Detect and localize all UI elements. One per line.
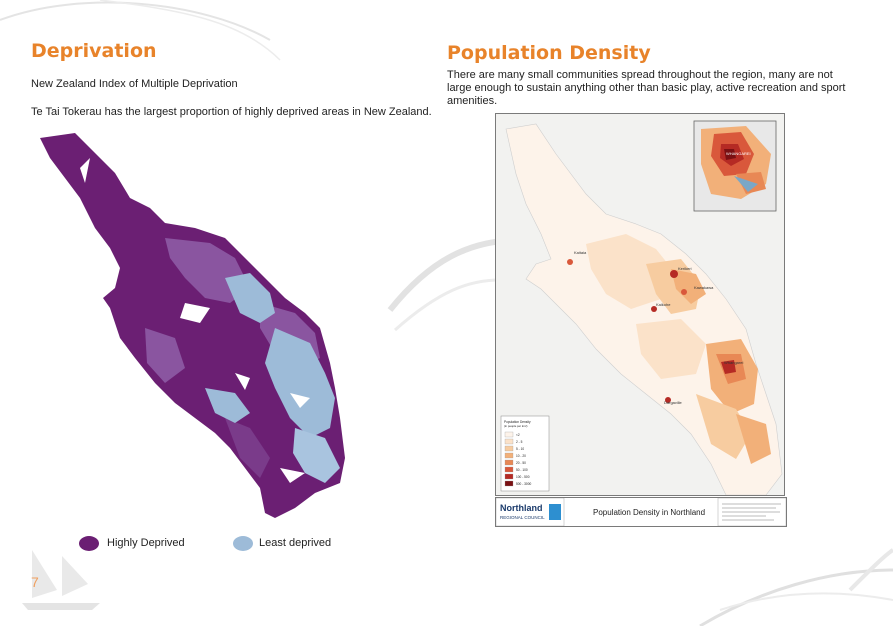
- map-title: Population Density in Northland: [593, 508, 705, 517]
- legend-swatch: [504, 452, 514, 459]
- council-logo-sub: REGIONAL COUNCIL: [500, 515, 545, 520]
- legend-swatch: [504, 445, 514, 452]
- legend-item-label: 10 - 20: [516, 454, 526, 458]
- town-label-kawakawa: Kawakawa: [694, 285, 714, 290]
- inset-label: WHANGAREI: [726, 151, 751, 156]
- legend-item-label: 50 - 100: [516, 468, 528, 472]
- town-label-kerikeri: Kerikeri: [678, 266, 692, 271]
- legend-item-label: 20 - 50: [516, 461, 526, 465]
- deprivation-map: [40, 133, 345, 518]
- town-label-dargaville: Dargaville: [664, 400, 683, 405]
- deprivation-region-low: [225, 273, 275, 323]
- deprivation-heading: Deprivation: [31, 40, 157, 62]
- town-label-kaitaia: Kaitaia: [574, 250, 587, 255]
- legend-item-label: 2 - 5: [516, 440, 523, 444]
- map-title-bar: Northland REGIONAL COUNCIL Population De…: [495, 497, 787, 527]
- deprivation-body: Te Tai Tokerau has the largest proportio…: [31, 106, 432, 118]
- council-logo-text: Northland: [500, 503, 543, 513]
- inset-whangarei: WHANGAREI: [693, 120, 777, 212]
- legend-least-deprived-label: Least deprived: [259, 537, 332, 549]
- deprivation-region-high: [40, 133, 345, 518]
- legend-item-label: 100 - 500: [516, 475, 530, 479]
- legend-swatch: [504, 438, 514, 445]
- council-logo-icon: [549, 504, 561, 520]
- legend-highly-deprived-label: Highly Deprived: [107, 537, 185, 549]
- legend-title: Population Density: [504, 420, 531, 424]
- deprivation-subtitle: New Zealand Index of Multiple Deprivatio…: [31, 78, 238, 90]
- legend-item-label: 5 - 10: [516, 447, 524, 451]
- population-density-heading: Population Density: [447, 42, 651, 64]
- page-number: 7: [31, 574, 39, 590]
- town-label-whangarei: Whangarei: [724, 360, 743, 365]
- legend-swatch: [504, 459, 514, 466]
- legend-item-label: 500 - 3000: [516, 482, 531, 486]
- density-map-graphic: Kaitaia Kaikohe Kerikeri Kawakawa Whanga…: [500, 120, 783, 496]
- legend-unit: (in people per km²): [504, 424, 528, 428]
- population-density-body: There are many small communities spread …: [447, 69, 846, 107]
- town-label-kaikohe: Kaikohe: [656, 302, 671, 307]
- density-legend: Population Density (in people per km²) <…: [500, 415, 550, 492]
- legend-swatch: [504, 466, 514, 473]
- legend-highly-deprived-swatch: [79, 536, 99, 551]
- legend-swatch: [504, 480, 514, 487]
- population-density-map: Kaitaia Kaikohe Kerikeri Kawakawa Whanga…: [495, 113, 785, 496]
- waka-sail-logo: [22, 550, 100, 610]
- legend-swatch: [504, 431, 514, 438]
- legend-least-deprived-swatch: [233, 536, 253, 551]
- legend-item-label: <2: [516, 433, 520, 437]
- legend-swatch: [504, 473, 514, 480]
